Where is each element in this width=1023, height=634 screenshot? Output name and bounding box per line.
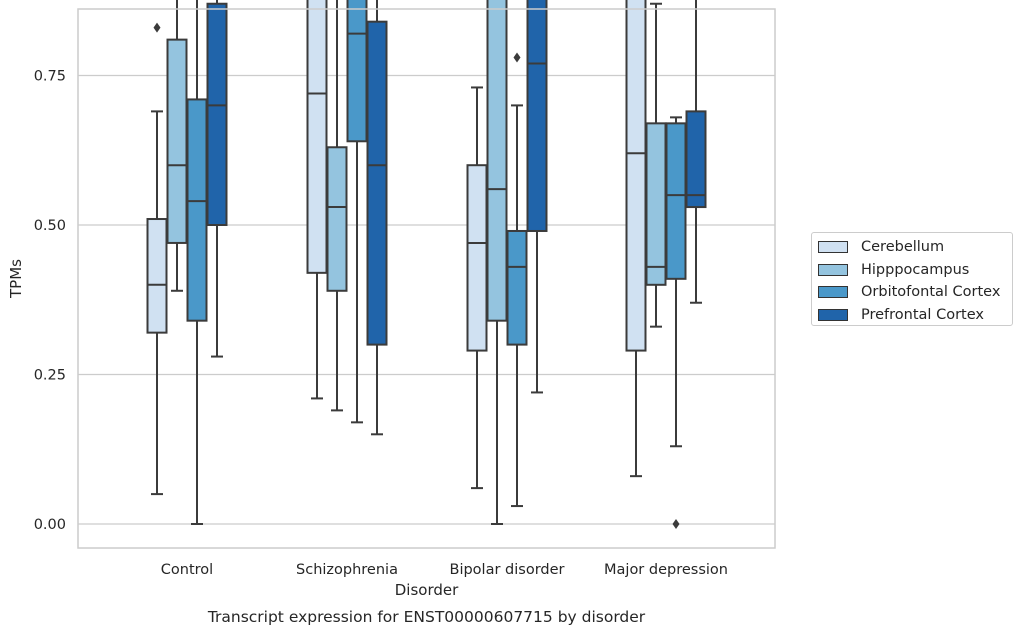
legend-label: Prefrontal Cortex [861,306,984,323]
outlier-marker [153,22,161,33]
box-body [486,0,508,322]
box-cerebellum [146,22,168,496]
box-body [206,2,228,226]
plot-frame [77,8,776,549]
x-tick-label: Major depression [604,562,728,578]
box-hipppocampus [166,0,188,292]
box-orbitofontal-cortex [506,52,528,508]
legend-label: Orbitofontal Cortex [861,284,1001,301]
legend-item: Cerebellum [818,236,1012,259]
box-body [506,229,528,346]
box-body [346,0,368,143]
box-body [186,98,208,322]
box-plot-area [146,0,707,529]
box-body [326,146,348,292]
y-tick-label: 0.75 [34,69,66,85]
box-body [526,0,548,232]
x-tick-label: Bipolar disorder [450,562,565,578]
outlier-marker [672,519,680,529]
y-axis-label: TPMs [7,259,25,299]
box-hipppocampus [486,0,508,525]
legend-item: Orbitofontal Cortex [818,281,1012,304]
box-prefrontal-cortex [206,0,228,358]
y-axis-ticks: 0.000.250.500.751.001.251.50 [34,69,66,534]
box-cerebellum [466,86,488,490]
box-body [306,0,328,274]
box-body [665,122,687,280]
box-hipppocampus [326,0,348,412]
box-body [166,38,188,244]
box-hipppocampus [645,2,667,328]
box-cerebellum [625,0,647,478]
box-body [645,122,667,286]
legend-swatch [818,308,848,321]
x-axis-label: Disorder [395,581,459,599]
legend-swatch [818,286,848,299]
box-orbitofontal-cortex [346,0,368,424]
box-orbitofontal-cortex [665,116,687,529]
legend: Cerebellum Hipppocampus Orbitofontal Corte… [811,232,1013,326]
legend-label: Hipppocampus [861,261,970,278]
legend-label: Cerebellum [861,239,945,256]
box-prefrontal-cortex [366,0,388,436]
box-orbitofontal-cortex [186,0,208,525]
box-body [685,110,707,209]
y-tick-label: 0.25 [34,368,66,384]
box-body [366,20,388,346]
x-tick-label: Control [161,562,213,578]
y-tick-label: 0.50 [34,218,66,234]
box-body [146,218,168,334]
legend-item: Hipppocampus [818,259,1012,282]
legend-swatch [818,241,848,254]
box-prefrontal-cortex [526,0,548,394]
x-tick-label: Schizophrenia [296,562,398,578]
box-prefrontal-cortex [685,0,707,304]
y-tick-label: 0.00 [34,517,66,533]
chart-title: Transcript expression for ENST0000060771… [207,608,646,626]
box-body [466,164,488,352]
legend-item: Prefrontal Cortex [818,304,1012,327]
outlier-marker [513,52,521,63]
box-body [625,0,647,352]
box-cerebellum [306,0,328,400]
legend-swatch [818,263,848,276]
x-axis-ticks: Control Schizophrenia Bipolar disorder Majo… [161,562,728,578]
